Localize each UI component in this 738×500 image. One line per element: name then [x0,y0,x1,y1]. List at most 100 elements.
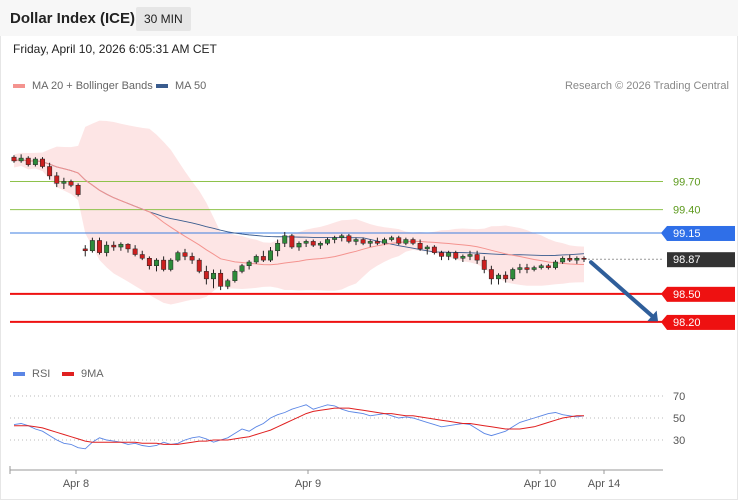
legend-rsi-label: RSI [32,368,51,380]
candle [132,245,138,257]
level-label-bg-98-20 [667,314,735,330]
rsi-line [13,404,585,450]
candle-body [531,267,537,270]
level-label-pointer-98-20 [661,314,667,330]
candle [161,256,167,272]
candle [203,265,209,285]
candle-body [275,243,281,252]
candle-body [481,259,487,270]
ma50-swatch-icon [156,84,168,88]
candle [40,157,45,169]
candle-body [75,184,81,195]
candle-body [560,258,566,263]
legend-rsi-ma-label: 9MA [81,368,104,380]
candle-body [553,261,558,268]
candle-body [353,239,359,242]
candle-body [18,157,24,162]
candle-body [446,252,452,257]
candle [360,237,366,246]
candle-body [410,239,416,244]
candle-body [175,252,181,261]
level-label-bg-98-87 [667,252,735,268]
candle [453,250,459,261]
candle [225,278,231,290]
candle-body [424,246,430,250]
rsi-ma-swatch-icon [62,372,74,376]
candle-body [189,256,195,261]
candle [32,157,38,167]
candle [82,245,88,257]
candle [260,250,266,262]
candle [346,233,352,244]
candle [431,245,437,255]
candle-body [125,243,131,250]
candle [517,263,523,274]
candle [189,252,195,264]
level-label-pointer-98-50 [661,286,667,302]
candle [239,263,245,274]
candle-body [182,252,188,257]
candle [396,235,402,246]
candle-body [104,244,110,253]
candle-body [431,246,437,253]
candle-body [538,265,544,268]
candle-body [40,158,45,167]
candle-body [346,235,352,242]
candle-body [111,244,117,248]
candle [403,237,409,246]
candle [218,269,224,291]
candle-body [61,181,67,184]
candle [374,237,380,246]
x-tick-label: Apr 10 [524,478,556,490]
candle [104,241,110,257]
interval-badge[interactable]: 30 MIN [136,7,191,31]
candle-body [89,240,95,252]
candle [510,267,516,281]
candle-body [25,157,31,165]
candle-body [11,156,17,162]
candle-body [225,280,231,287]
candle [460,254,466,262]
rsi-tick-label: 70 [673,391,685,403]
candle-body [403,239,409,244]
candle [175,250,181,262]
candle [581,256,587,262]
candle-body [460,256,466,259]
candle [211,269,216,289]
rsi-tick-label: 50 [673,413,685,425]
rsi-panel: 70 50 30 [10,391,685,450]
candle-body [545,265,551,268]
candle-body [325,239,330,244]
candle [353,237,359,246]
candle [538,263,544,270]
legend-ma20-label: MA 20 + Bollinger Bands [32,80,153,92]
candle [389,235,395,242]
candle [232,269,238,283]
candles [11,154,587,291]
candle [325,237,330,246]
candle [25,156,31,167]
candle [296,241,302,251]
candle [553,260,558,270]
candle [446,250,452,261]
level-label-99-15: 99.15 [673,228,701,240]
candle [139,250,145,261]
level-label-98-50: 98.50 [673,289,701,301]
header-bar: Dollar Index (ICE) 30 MIN [0,0,738,36]
candle-body [232,271,238,281]
rsi-ma-line [14,407,584,445]
candle-body [339,235,345,238]
candle-body [524,267,530,270]
ma20-swatch-icon [13,84,25,88]
moving-averages [13,158,585,266]
level-label-bg-98-50 [667,286,735,302]
candle [154,258,159,272]
candle-body [567,258,573,261]
candle-body [332,237,338,240]
candle [310,239,316,248]
candle-body [496,274,501,280]
level-label-bg-99-15 [667,225,735,241]
candle-body [574,258,580,261]
candle-body [474,254,480,261]
